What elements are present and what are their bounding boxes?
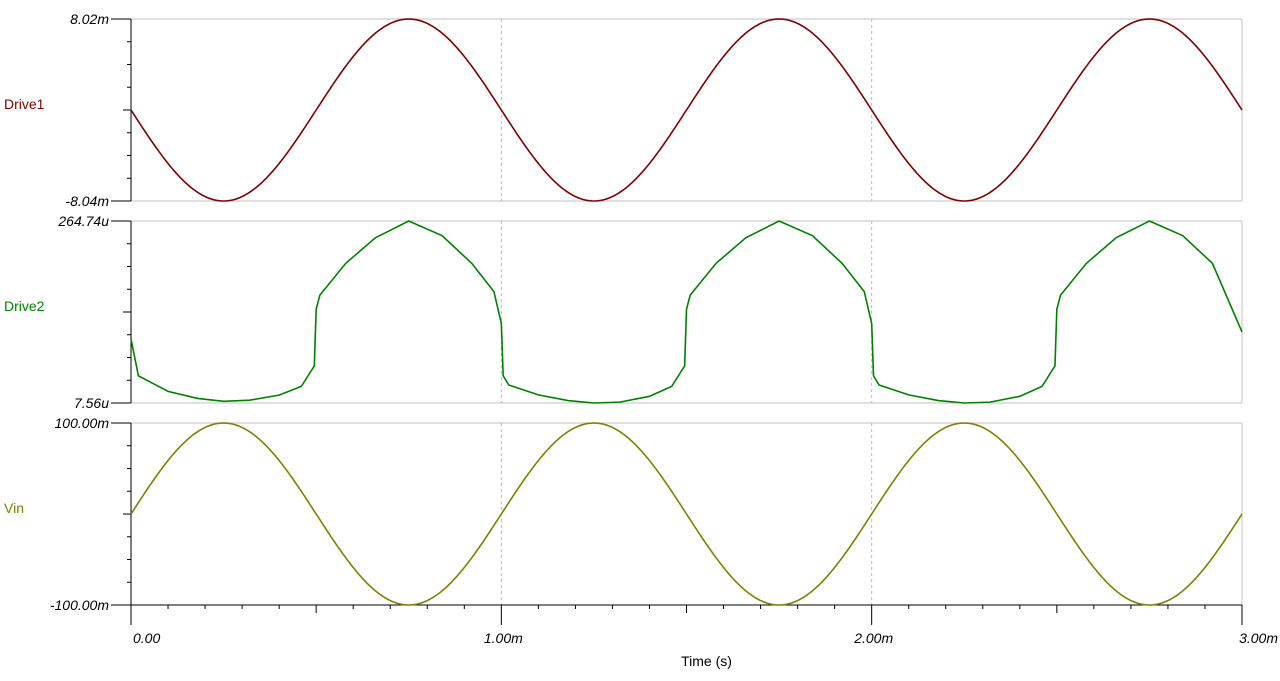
trace-line-vin: [130, 422, 1243, 606]
trace-label-drive2: Drive2: [4, 298, 45, 314]
y-tick-label: 264.74u: [57, 213, 109, 229]
x-tick-label: 2.00m: [853, 630, 893, 646]
y-tick-label: 8.02m: [70, 11, 109, 27]
trace-line-drive2: [130, 220, 1243, 404]
x-tick-label: 3.00m: [1239, 630, 1278, 646]
y-tick-label: -8.04m: [65, 193, 109, 209]
x-axis-title: Time (s): [681, 653, 732, 669]
trace-line-drive1: [130, 18, 1243, 202]
y-tick-label: 7.56u: [74, 395, 109, 411]
x-tick-label: 0.00: [133, 630, 160, 646]
trace-label-drive1: Drive1: [4, 96, 45, 112]
y-tick-label: -100.00m: [50, 597, 109, 613]
trace-label-vin: Vin: [4, 500, 24, 516]
y-tick-label: 100.00m: [55, 415, 110, 431]
x-tick-label: 1.00m: [484, 630, 523, 646]
